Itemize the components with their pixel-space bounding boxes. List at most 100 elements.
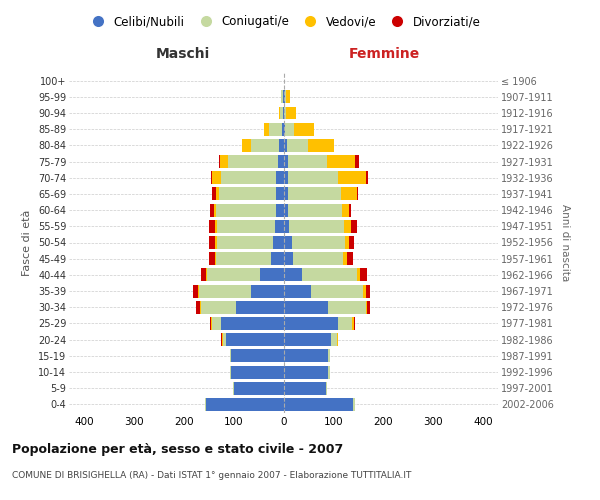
- Bar: [220, 155, 227, 168]
- Bar: [215, 252, 216, 265]
- Bar: [302, 268, 358, 281]
- Bar: [276, 188, 284, 200]
- Bar: [212, 188, 216, 200]
- Bar: [212, 317, 221, 330]
- Bar: [221, 317, 284, 330]
- Bar: [278, 106, 280, 120]
- Bar: [343, 252, 347, 265]
- Bar: [289, 155, 328, 168]
- Bar: [283, 106, 284, 120]
- Bar: [284, 398, 353, 411]
- Bar: [209, 252, 215, 265]
- Bar: [286, 122, 295, 136]
- Bar: [284, 268, 302, 281]
- Bar: [227, 155, 278, 168]
- Bar: [287, 139, 308, 152]
- Bar: [364, 284, 366, 298]
- Bar: [275, 220, 284, 233]
- Bar: [276, 204, 284, 216]
- Bar: [201, 301, 236, 314]
- Bar: [357, 188, 358, 200]
- Bar: [221, 333, 223, 346]
- Bar: [251, 139, 278, 152]
- Bar: [353, 398, 355, 411]
- Bar: [269, 122, 281, 136]
- Bar: [211, 172, 212, 184]
- Bar: [284, 155, 289, 168]
- Text: Femmine: Femmine: [349, 47, 420, 61]
- Bar: [284, 252, 293, 265]
- Bar: [264, 122, 269, 136]
- Bar: [209, 220, 215, 233]
- Bar: [231, 350, 284, 362]
- Bar: [284, 139, 287, 152]
- Bar: [278, 139, 284, 152]
- Bar: [196, 301, 200, 314]
- Bar: [281, 122, 284, 136]
- Bar: [331, 333, 337, 346]
- Bar: [209, 236, 215, 249]
- Bar: [218, 155, 220, 168]
- Bar: [341, 188, 357, 200]
- Bar: [344, 220, 352, 233]
- Bar: [284, 382, 326, 394]
- Bar: [272, 236, 284, 249]
- Bar: [284, 301, 328, 314]
- Bar: [352, 220, 358, 233]
- Bar: [198, 284, 199, 298]
- Bar: [358, 268, 360, 281]
- Bar: [289, 188, 341, 200]
- Bar: [349, 204, 351, 216]
- Bar: [217, 236, 272, 249]
- Bar: [242, 139, 251, 152]
- Bar: [236, 301, 284, 314]
- Bar: [226, 333, 284, 346]
- Bar: [214, 204, 216, 216]
- Bar: [223, 333, 226, 346]
- Bar: [352, 317, 354, 330]
- Bar: [289, 220, 344, 233]
- Bar: [216, 252, 271, 265]
- Bar: [289, 204, 343, 216]
- Bar: [216, 188, 218, 200]
- Bar: [308, 139, 334, 152]
- Bar: [337, 333, 338, 346]
- Bar: [280, 106, 283, 120]
- Bar: [328, 366, 330, 378]
- Bar: [345, 236, 349, 249]
- Bar: [366, 301, 367, 314]
- Bar: [215, 236, 217, 249]
- Bar: [231, 366, 284, 378]
- Bar: [205, 398, 206, 411]
- Bar: [354, 317, 355, 330]
- Bar: [284, 106, 286, 120]
- Bar: [218, 188, 276, 200]
- Bar: [326, 382, 328, 394]
- Bar: [260, 268, 284, 281]
- Bar: [193, 284, 198, 298]
- Bar: [281, 90, 283, 104]
- Bar: [283, 90, 284, 104]
- Bar: [284, 333, 331, 346]
- Bar: [328, 350, 330, 362]
- Bar: [366, 284, 370, 298]
- Y-axis label: Fasce di età: Fasce di età: [22, 210, 32, 276]
- Bar: [292, 236, 345, 249]
- Bar: [286, 106, 296, 120]
- Bar: [284, 204, 289, 216]
- Bar: [284, 317, 338, 330]
- Bar: [284, 188, 289, 200]
- Bar: [251, 284, 284, 298]
- Bar: [271, 252, 284, 265]
- Bar: [367, 301, 370, 314]
- Text: Maschi: Maschi: [155, 47, 210, 61]
- Bar: [201, 268, 206, 281]
- Bar: [311, 284, 364, 298]
- Bar: [276, 172, 284, 184]
- Bar: [217, 220, 275, 233]
- Bar: [206, 398, 284, 411]
- Legend: Celibi/Nubili, Coniugati/e, Vedovi/e, Divorziati/e: Celibi/Nubili, Coniugati/e, Vedovi/e, Di…: [82, 10, 485, 33]
- Bar: [199, 284, 251, 298]
- Bar: [210, 204, 214, 216]
- Bar: [338, 317, 352, 330]
